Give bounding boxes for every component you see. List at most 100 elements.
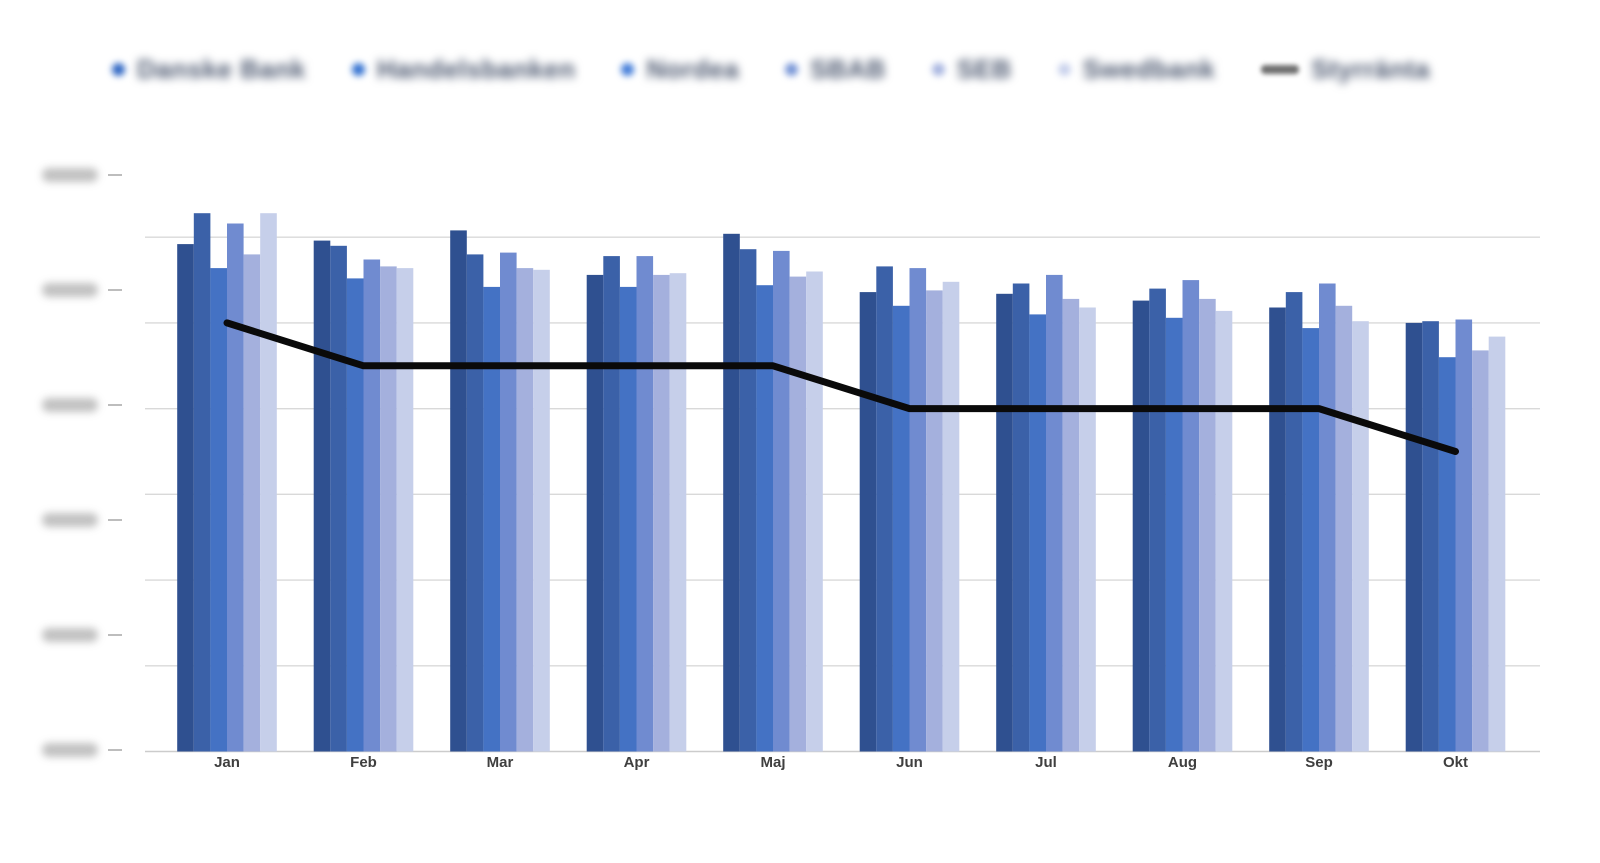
bar-nordea-feb: [346, 278, 364, 752]
bar-sbab-maj: [773, 250, 790, 752]
legend-label: Danske Bank: [137, 53, 306, 84]
bar-swedbank-sep: [1352, 321, 1369, 752]
x-axis-label-jan: Jan: [214, 754, 240, 771]
bar-sbab-sep: [1319, 283, 1336, 752]
bar-handelsbanken-jun: [876, 266, 893, 752]
bar-handelsbanken-aug: [1149, 288, 1166, 752]
bar-sbab-apr: [636, 256, 654, 752]
legend-dot-icon: [931, 62, 945, 76]
legend-item-handelsbanken: Handelsbanken: [351, 53, 576, 85]
bar-nordea-jan: [210, 268, 227, 752]
bar-handelsbanken-mar: [466, 254, 484, 752]
x-axis-label-sep: Sep: [1305, 754, 1333, 771]
y-axis-tick: [108, 289, 122, 291]
bar-seb-mar: [516, 268, 534, 752]
bar-nordea-sep: [1302, 328, 1319, 752]
legend-label: SEB: [956, 53, 1012, 84]
bar-nordea-mar: [483, 286, 500, 752]
bar-sbab-jun: [909, 268, 927, 752]
bar-swedbank-apr: [669, 273, 687, 752]
bar-swedbank-jul: [1079, 307, 1096, 752]
bar-sbab-okt: [1455, 319, 1473, 752]
y-axis-tick: [108, 634, 122, 636]
x-axis-label-jul: Jul: [1035, 754, 1057, 771]
legend-label: Nordea: [646, 53, 740, 84]
bar-swedbank-mar: [533, 269, 550, 752]
bar-danske-bank-jan: [177, 244, 194, 752]
bar-handelsbanken-apr: [603, 256, 620, 752]
bar-nordea-aug: [1165, 317, 1183, 752]
legend-item-danske-bank: Danske Bank: [112, 54, 306, 85]
bar-nordea-apr: [619, 286, 637, 752]
bar-seb-okt: [1472, 350, 1489, 752]
bar-danske-bank-jun: [859, 292, 877, 752]
bar-handelsbanken-maj: [739, 249, 757, 752]
legend-dot-icon: [351, 62, 365, 76]
y-axis-tick: [108, 404, 122, 406]
y-axis-label-blurred: [42, 168, 98, 182]
bar-seb-maj: [789, 276, 807, 752]
bar-seb-sep: [1335, 305, 1353, 752]
bar-handelsbanken-feb: [330, 245, 347, 752]
legend-item-seb: SEB: [931, 53, 1012, 85]
bar-handelsbanken-okt: [1422, 321, 1439, 752]
bar-danske-bank-mar: [450, 230, 467, 752]
y-axis-label-blurred: [42, 513, 98, 527]
policy-rate-line: [223, 319, 1459, 455]
bar-danske-bank-maj: [723, 233, 740, 752]
bar-swedbank-jun: [942, 281, 960, 752]
legend-dash-icon: [1261, 64, 1300, 74]
bar-swedbank-jan: [260, 213, 277, 752]
legend-label: Handelsbanken: [376, 53, 576, 84]
bar-seb-apr: [653, 274, 670, 752]
legend-item-sbab: SBAB: [785, 54, 886, 85]
legend-label: Swedbank: [1082, 53, 1216, 84]
bar-swedbank-okt: [1488, 336, 1506, 752]
bar-danske-bank-okt: [1405, 322, 1423, 752]
x-axis-label-okt: Okt: [1442, 754, 1469, 771]
bar-handelsbanken-sep: [1285, 292, 1303, 752]
legend-dot-icon: [785, 62, 799, 76]
bar-swedbank-feb: [396, 268, 414, 752]
bar-nordea-jul: [1029, 314, 1046, 752]
y-axis-label-blurred: [42, 283, 98, 297]
bar-danske-bank-jul: [996, 293, 1013, 752]
y-axis-tick: [108, 519, 122, 521]
legend-dot-icon: [112, 62, 125, 76]
legend-item-nordea: Nordea: [621, 54, 739, 85]
bar-danske-bank-apr: [586, 274, 604, 752]
bar-nordea-jun: [892, 305, 910, 752]
y-axis-label-blurred: [42, 628, 98, 642]
x-axis-label-jun: Jun: [896, 754, 923, 771]
y-axis-label-blurred: [42, 743, 98, 757]
legend-dot-icon: [1057, 62, 1071, 76]
legend-label: Styrränta: [1311, 53, 1430, 84]
bar-danske-bank-sep: [1269, 307, 1286, 752]
bar-nordea-maj: [756, 285, 773, 752]
bar-swedbank-aug: [1215, 310, 1233, 752]
legend-label: SBAB: [810, 53, 886, 84]
chart-legend: Danske Bank Handelsbanken Nordea SBAB SEB Swe…: [112, 46, 1430, 92]
bar-nordea-okt: [1438, 357, 1456, 752]
x-axis-label-mar: Mar: [486, 754, 514, 771]
legend-dot-icon: [621, 62, 635, 76]
bar-sbab-jul: [1046, 274, 1063, 752]
x-axis-label-maj: Maj: [760, 754, 786, 771]
legend-item-styrr-nta: Styrränta: [1261, 54, 1430, 85]
bar-sbab-aug: [1182, 280, 1200, 752]
legend-item-swedbank: Swedbank: [1057, 53, 1216, 85]
bar-seb-feb: [380, 266, 397, 752]
bar-sbab-mar: [500, 252, 517, 752]
bar-sbab-jan: [227, 223, 244, 752]
bar-handelsbanken-jul: [1012, 283, 1030, 752]
bar-seb-jun: [926, 290, 943, 752]
bar-seb-aug: [1199, 298, 1216, 752]
y-axis-label-blurred: [42, 398, 98, 412]
bar-danske-bank-feb: [313, 240, 331, 752]
bar-handelsbanken-jan: [193, 213, 211, 752]
bar-seb-jan: [243, 254, 261, 752]
bar-danske-bank-aug: [1132, 300, 1150, 752]
bar-sbab-feb: [363, 259, 381, 752]
